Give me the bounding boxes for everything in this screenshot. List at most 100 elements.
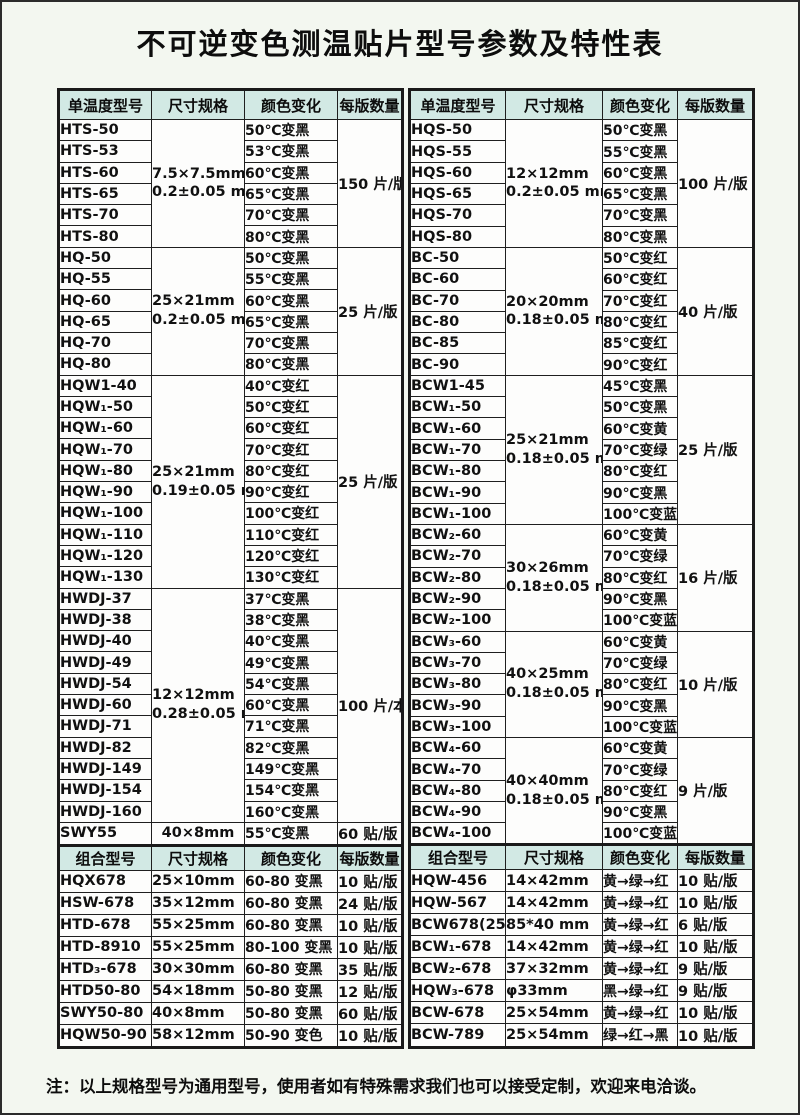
quantity-cell: 10 贴/版 [677, 1001, 754, 1025]
table-row: HTS-80 80℃变黑 [58, 225, 403, 248]
color-change-cell: 70℃变黑 [244, 331, 338, 355]
color-change-cell: 70℃变黑 [602, 204, 678, 227]
model-cell: HQW₁-80 [58, 459, 152, 483]
color-change-cell: 55℃变黑 [244, 821, 338, 846]
size-cell: 14×42mm [505, 935, 603, 959]
color-change-cell: 100℃变红 [244, 502, 338, 525]
table-row: HQ-80 80℃变黑 [58, 353, 403, 376]
size-cell: 85*40 mm [505, 913, 603, 937]
table-row: HWDJ-160 160℃变黑 [58, 800, 403, 823]
model-cell: HQS-50 [409, 119, 506, 142]
size-text: 25×21mm 0.2±0.05 mm [153, 292, 244, 330]
table-row: HQW₁-60 60℃变红 [58, 417, 403, 440]
model-cell: HWDJ-149 [58, 757, 152, 781]
model-cell: HQ-55 [58, 268, 152, 291]
size-text: 12×12mm 0.28±0.05 mm [153, 686, 244, 724]
model-cell: HTD₃-678 [58, 957, 152, 981]
model-cell: BCW₂-90 [409, 587, 506, 611]
table-row: HQS-80 80℃变黑 [409, 225, 754, 248]
model-cell: BCW₂-60 [409, 523, 506, 547]
color-change-cell: 50℃变黑 [244, 118, 338, 142]
column-header: 颜色变化 [244, 843, 338, 871]
color-change-cell: 40℃变红 [244, 374, 338, 397]
model-cell: HQ-50 [58, 246, 152, 270]
table-row: BCW₁-60 60℃变黄 [409, 417, 754, 440]
table-row: HWDJ-60 60℃变黑 [58, 694, 403, 717]
color-change-cell: 50℃变黑 [244, 246, 338, 270]
color-change-cell: 50-80 变黑 [244, 979, 338, 1003]
quantity-cell: 10 贴/版 [677, 869, 754, 893]
quantity-cell: 16 片/版 [677, 523, 754, 632]
size-text: 40×8mm [162, 824, 235, 843]
model-cell: HQW₁-110 [58, 523, 152, 546]
table-row: SWY50-80 40×8mm 50-80 变黑 60 贴/版 [58, 1001, 403, 1025]
column-header: 每版数量 [677, 88, 754, 121]
color-change-cell: 50℃变红 [244, 395, 338, 419]
color-change-cell: 54℃变黑 [244, 672, 338, 696]
model-cell: HQW₁-90 [58, 481, 152, 504]
size-line: 0.18±0.05 mm [506, 312, 602, 329]
model-cell: HQS-70 [409, 204, 506, 227]
model-cell: HQW-567 [409, 891, 506, 915]
size-cell: 58×12mm [151, 1023, 245, 1048]
quantity-cell: 24 贴/版 [337, 891, 403, 915]
quantity-cell: 9 贴/版 [677, 979, 754, 1003]
table-row: BCW678(25) 85*40 mm 黄→绿→红 6 贴/版 [409, 913, 754, 937]
color-change-cell: 85℃变红 [602, 332, 678, 355]
model-cell: HTD-678 [58, 913, 152, 937]
size-cell: 20×20mm 0.18±0.05 mm [505, 246, 603, 376]
size-text: 40×40mm 0.18±0.05 mm [506, 772, 602, 810]
table-row: BCW-678 25×54mm 黄→绿→红 10 贴/版 [409, 1001, 754, 1025]
model-cell: BCW₂-100 [409, 609, 506, 632]
size-line: 0.18±0.05 mm [506, 791, 602, 808]
table-row: HTS-65 65℃变黑 [58, 182, 403, 206]
model-cell: HWDJ-40 [58, 630, 152, 653]
quantity-cell: 100 片/本 [337, 587, 403, 823]
quantity-cell: 150 片/版 [337, 119, 403, 248]
column-header: 组合型号 [409, 843, 506, 871]
model-cell: BC-50 [409, 246, 506, 270]
color-change-cell: 154℃变黑 [244, 779, 338, 802]
color-change-cell: 70℃变黑 [244, 204, 338, 227]
size-line: 25×21mm [152, 463, 235, 480]
model-cell: BCW₄-100 [409, 822, 506, 846]
color-change-cell: 45℃变黑 [602, 374, 678, 398]
table-row: HQW₃-678 φ33mm 黑→绿→红 9 贴/版 [409, 979, 754, 1003]
model-cell: BCW₁-80 [409, 460, 506, 483]
model-cell: SWY55 [58, 821, 152, 846]
table-row: HQW₁-130 130℃变红 [58, 566, 403, 589]
table-row: BCW₂-80 80℃变红 [409, 566, 754, 589]
model-cell: HTS-65 [58, 182, 152, 206]
color-change-cell: 60-80 变黑 [244, 891, 338, 915]
size-cell: 12×12mm 0.2±0.05 mm [505, 119, 603, 248]
quantity-cell: 40 片/版 [677, 246, 754, 376]
model-cell: HTS-60 [58, 161, 152, 184]
model-cell: HQ-80 [58, 353, 152, 376]
model-cell: BCW₁-50 [409, 396, 506, 419]
table-row: BC-80 80℃变红 [409, 310, 754, 334]
model-cell: HTS-80 [58, 225, 152, 248]
color-change-cell: 100℃变蓝 [602, 502, 678, 525]
spec-table-right-half: 单温度型号 尺寸规格 颜色变化 每版数量 HQS-50 12×12mm 0.2±0.05 m… [408, 88, 755, 1049]
color-change-cell: 80℃变黑 [244, 353, 338, 376]
table-row: BCW₄-100 100℃变蓝 [409, 822, 754, 846]
model-cell: HWDJ-71 [58, 715, 152, 738]
color-change-cell: 120℃变红 [244, 544, 338, 568]
combo-section-header-row: 组合型号 尺寸规格 颜色变化 每版数量 [409, 843, 754, 871]
model-cell: HQS-55 [409, 140, 506, 163]
spec-table-left-half: 单温度型号 尺寸规格 颜色变化 每版数量 HTS-50 7.5×7.5mm 0.2±0.05… [57, 88, 404, 1049]
model-cell: HQW₃-678 [409, 979, 506, 1003]
color-change-cell: 60℃变黄 [602, 417, 678, 440]
table-row: BCW₁-90 90℃变黑 [409, 481, 754, 504]
color-change-cell: 130℃变红 [244, 566, 338, 589]
model-cell: HQ-65 [58, 310, 152, 333]
model-cell: HQW-456 [409, 869, 506, 893]
size-line: 40×40mm [506, 772, 589, 789]
color-change-cell: 50-80 变黑 [244, 1001, 338, 1025]
model-cell: HQW₁-100 [58, 502, 152, 525]
table-row: SWY55 40×8mm 55℃变黑 60 贴/版 [58, 821, 403, 846]
